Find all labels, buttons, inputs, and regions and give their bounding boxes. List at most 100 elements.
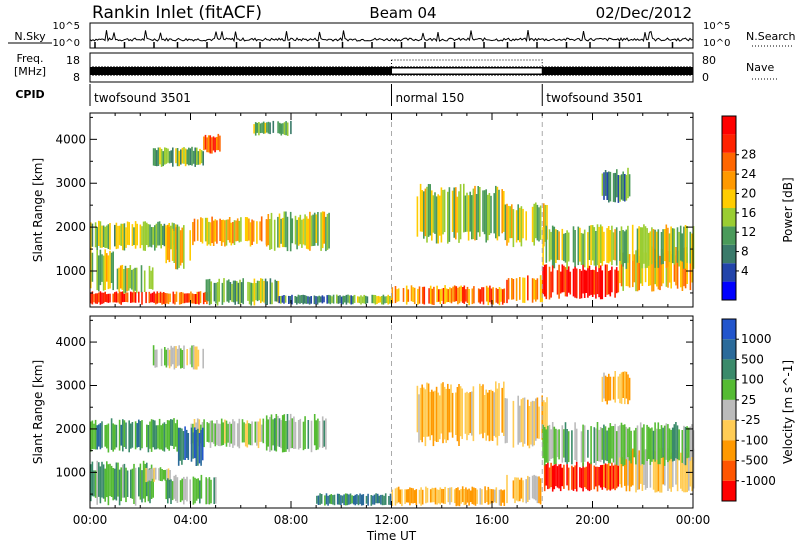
data-streak [176, 148, 179, 167]
data-cluster [504, 202, 548, 248]
data-streak [128, 420, 130, 453]
data-streak [620, 457, 623, 488]
data-streak [434, 390, 436, 441]
data-streak [304, 416, 306, 449]
data-streak [134, 267, 136, 291]
data-streak [158, 468, 160, 481]
data-streak [107, 464, 110, 506]
data-streak [463, 489, 466, 506]
data-cluster [416, 381, 505, 447]
data-streak [501, 387, 503, 433]
data-streak [683, 425, 685, 465]
data-streak [147, 224, 150, 248]
data-streak [489, 285, 491, 303]
data-streak [441, 288, 443, 301]
data-streak [299, 295, 301, 304]
freq-tick-bottom: 8 [73, 71, 80, 84]
data-streak [487, 287, 490, 306]
data-streak [426, 487, 429, 503]
data-streak [389, 493, 392, 506]
data-streak [194, 346, 196, 370]
data-streak [277, 415, 279, 447]
data-streak [663, 425, 666, 466]
data-streak [204, 217, 207, 242]
nsearch-tick-top: 10^5 [703, 21, 730, 32]
data-streak [379, 296, 381, 303]
data-streak [152, 345, 155, 366]
data-streak [614, 423, 616, 465]
data-streak [126, 292, 129, 303]
data-streak [662, 253, 664, 284]
data-cluster [203, 133, 221, 154]
data-streak [181, 428, 183, 465]
data-streak [238, 418, 241, 449]
data-streak [601, 376, 604, 402]
data-streak [300, 295, 303, 303]
data-streak [465, 487, 467, 505]
data-streak [647, 232, 650, 266]
data-streak [450, 384, 452, 433]
data-streak [320, 212, 322, 251]
data-streak [296, 296, 298, 305]
data-streak [206, 422, 209, 442]
data-streak [531, 206, 534, 243]
data-streak [569, 271, 572, 295]
data-streak [625, 229, 628, 269]
data-streak [664, 453, 666, 486]
data-streak [183, 476, 185, 505]
data-streak [307, 296, 309, 304]
data-streak [172, 347, 174, 365]
data-streak [195, 478, 198, 501]
data-streak [388, 496, 390, 505]
data-cluster [316, 493, 393, 506]
data-streak [305, 295, 308, 304]
data-streak [162, 470, 165, 480]
data-streak [420, 487, 422, 506]
data-streak [561, 425, 564, 463]
data-streak [441, 488, 443, 503]
data-streak [202, 151, 204, 166]
data-streak [543, 462, 546, 492]
data-streak [91, 420, 94, 450]
data-streak [627, 167, 629, 199]
data-streak [167, 347, 169, 366]
data-streak [490, 288, 493, 305]
data-streak [628, 254, 631, 288]
data-streak [185, 293, 187, 303]
data-streak [622, 230, 624, 267]
data-streak [625, 371, 628, 399]
data-streak [641, 227, 644, 269]
data-streak [175, 227, 177, 270]
data-streak [545, 429, 548, 463]
data-streak [459, 184, 462, 240]
data-streak [563, 429, 565, 458]
data-streak [458, 490, 461, 507]
data-streak [214, 219, 217, 242]
data-streak [232, 222, 234, 244]
data-streak [184, 478, 187, 500]
data-streak [114, 292, 116, 303]
data-streak [659, 255, 661, 291]
data-streak [614, 371, 616, 403]
data-streak [99, 221, 102, 248]
data-streak [636, 454, 639, 490]
data-streak [106, 424, 108, 449]
data-streak [256, 221, 258, 244]
data-streak [189, 148, 192, 165]
data-streak [449, 287, 451, 303]
data-streak [418, 394, 420, 443]
data-streak [522, 277, 524, 303]
data-streak [572, 226, 575, 263]
data-streak [200, 474, 203, 499]
data-streak [571, 430, 573, 465]
colorbar-tick-label: 20 [741, 186, 756, 200]
data-streak [643, 224, 645, 264]
data-streak [173, 230, 175, 263]
data-streak [147, 469, 150, 502]
data-streak [221, 282, 224, 305]
data-streak [199, 480, 201, 504]
data-streak [466, 192, 468, 232]
data-streak [609, 376, 612, 401]
data-streak [407, 289, 410, 302]
data-streak [429, 489, 432, 503]
